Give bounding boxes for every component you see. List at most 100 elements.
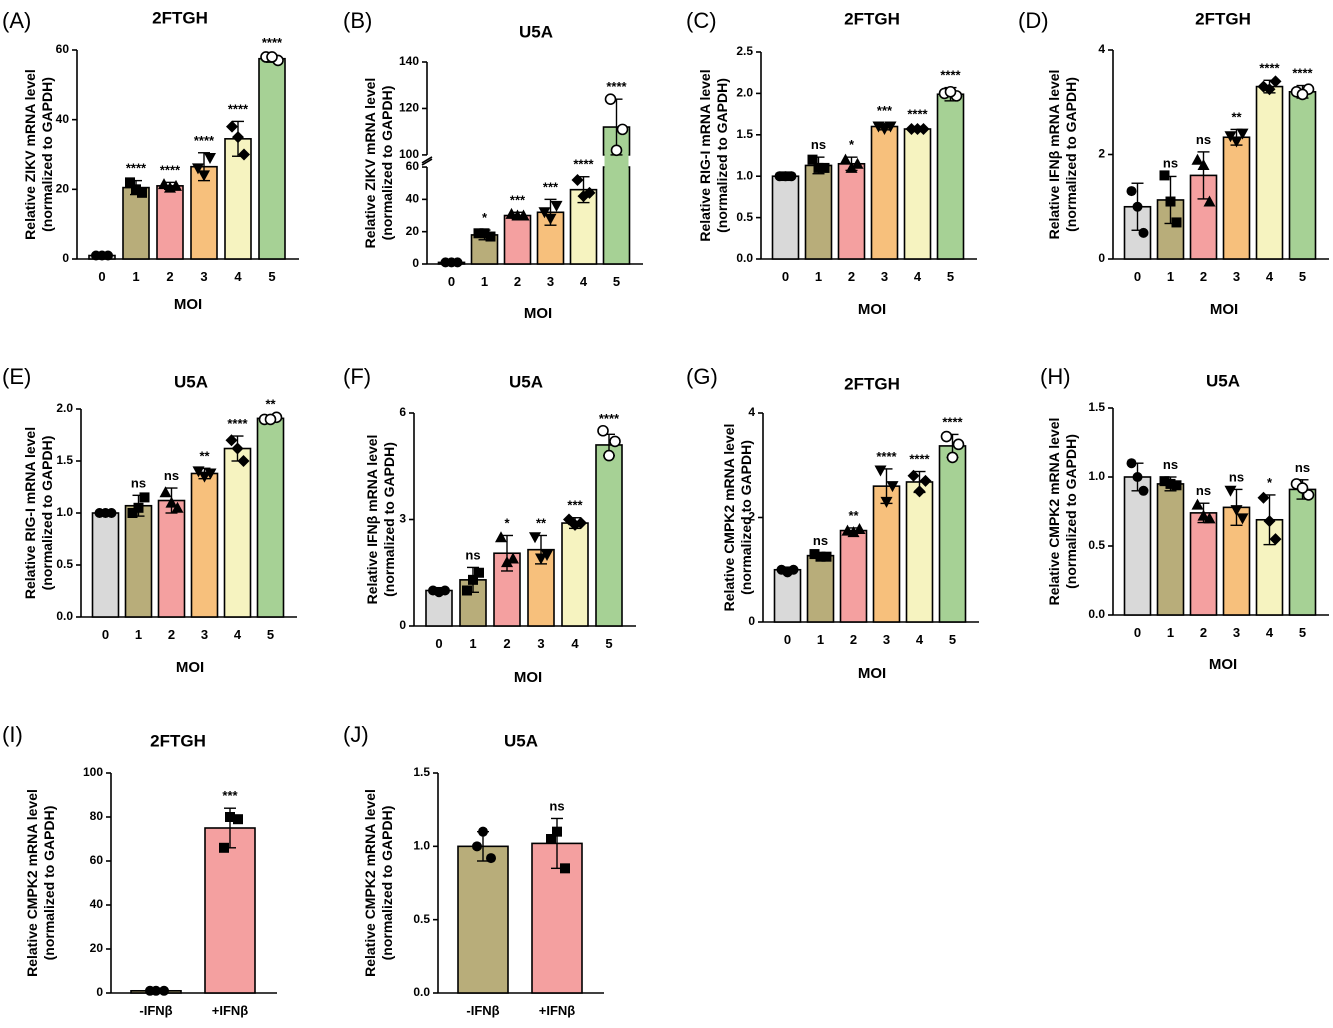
panel-label: (G) <box>686 364 718 389</box>
data-point <box>813 162 824 173</box>
significance-label: **** <box>227 416 248 431</box>
x-tick-label: 1 <box>135 627 142 642</box>
data-point <box>125 177 135 188</box>
significance-label: ns <box>813 533 828 548</box>
data-point <box>1197 158 1210 170</box>
data-point <box>1138 485 1149 496</box>
x-tick-label: 2 <box>1200 625 1207 640</box>
x-tick-label: +IFNβ <box>539 1003 576 1018</box>
y-axis-label: Relative ZIKV mRNA level(normalized to G… <box>22 69 55 240</box>
x-tick-label: +IFNβ <box>212 1003 249 1018</box>
chart-panel-j: (J) U5A Relative CMPK2 mRNA level(normaliz… <box>343 722 604 1018</box>
x-tick-label: 4 <box>916 632 924 647</box>
data-point <box>1224 485 1237 497</box>
data-point <box>495 531 507 543</box>
significance-label: * <box>504 515 510 530</box>
data-point <box>544 213 557 225</box>
y-axis-label-line: (normalized to GAPDH) <box>381 442 397 597</box>
y-axis-label: Relative RIG-I mRNA level(normalized to … <box>22 427 55 599</box>
y-tick-label: 0.0 <box>1088 607 1105 621</box>
x-tick-label: 0 <box>1134 625 1141 640</box>
y-axis-label-line: (normalized to GAPDH) <box>738 440 754 595</box>
bar <box>773 568 802 623</box>
y-tick-label: 20 <box>90 941 104 955</box>
bar <box>905 481 934 623</box>
y-tick-label: 100 <box>399 147 419 161</box>
x-tick-label: 0 <box>102 627 109 642</box>
significance-label: * <box>482 210 488 225</box>
y-axis-label-line: Relative IFNβ mRNA level <box>1046 70 1062 240</box>
data-point <box>538 207 551 219</box>
y-tick-label: 1.0 <box>413 839 430 853</box>
y-tick-label: 2 <box>1098 147 1105 161</box>
data-point <box>603 449 615 462</box>
y-axis-label-line: (normalized to GAPDH) <box>1063 77 1079 232</box>
data-point <box>1296 88 1309 101</box>
bar <box>1189 512 1218 616</box>
bar <box>156 185 184 260</box>
y-tick-label: 60 <box>406 159 420 173</box>
data-point <box>821 551 832 562</box>
data-point <box>610 144 623 157</box>
y-tick-label: 2.0 <box>56 401 73 415</box>
x-tick-label: 2 <box>168 627 175 642</box>
y-axis-label: Relative ZIKV mRNA level(normalized to G… <box>362 78 395 249</box>
data-point <box>468 574 478 585</box>
panel-label: (H) <box>1040 364 1071 389</box>
significance-label: ns <box>1196 132 1211 147</box>
x-tick-label: 2 <box>1200 269 1207 284</box>
y-tick-label: 0 <box>1098 251 1105 265</box>
data-point <box>874 465 887 477</box>
bar <box>256 417 285 618</box>
data-point <box>226 120 238 133</box>
x-tick-label: 4 <box>234 627 242 642</box>
data-point <box>473 228 484 239</box>
data-point <box>1159 170 1170 181</box>
y-axis-label-line: (normalized to GAPDH) <box>39 436 55 591</box>
chart-title: 2FTGH <box>152 8 208 27</box>
data-point <box>1263 83 1276 96</box>
data-point <box>597 424 609 437</box>
significance-label: ns <box>1295 460 1310 475</box>
data-point <box>907 469 920 482</box>
significance-label: **** <box>262 35 283 50</box>
y-tick-label: 1.5 <box>736 127 753 141</box>
x-tick-label: 1 <box>1167 625 1174 640</box>
data-point <box>878 124 891 136</box>
data-point <box>541 550 553 561</box>
y-axis-label-line: Relative CMPK2 mRNA level <box>362 789 378 977</box>
x-axis-label: MOI <box>1209 656 1237 673</box>
data-point <box>1269 533 1282 546</box>
x-tick-label: -IFNβ <box>466 1003 499 1018</box>
bar <box>190 165 218 260</box>
x-tick-label: 0 <box>1134 269 1141 284</box>
data-point <box>1203 512 1216 524</box>
x-tick-label: 5 <box>267 627 274 642</box>
panel-label: (D) <box>1018 8 1049 33</box>
data-point <box>535 553 547 565</box>
data-point <box>204 152 216 164</box>
x-tick-label: -IFNβ <box>139 1003 172 1018</box>
x-tick-label: 3 <box>200 269 207 284</box>
significance-label: *** <box>877 103 893 118</box>
data-point <box>198 170 210 182</box>
x-tick-label: 1 <box>481 274 488 289</box>
y-tick-label: 2.0 <box>736 86 753 100</box>
y-tick-label: 0 <box>96 985 103 999</box>
data-point <box>1197 509 1210 521</box>
chart-title: U5A <box>504 731 538 750</box>
bar <box>190 472 219 618</box>
data-point <box>839 153 852 165</box>
y-tick-label: 1.0 <box>736 168 753 182</box>
data-point <box>550 200 563 212</box>
x-tick-label: 5 <box>613 274 620 289</box>
data-point <box>479 228 490 239</box>
significance-label: **** <box>909 452 930 467</box>
panel-label: (B) <box>343 8 372 33</box>
y-tick-label: 0 <box>412 256 419 270</box>
y-tick-label: 120 <box>399 101 419 115</box>
panel-label: (F) <box>343 364 371 389</box>
bar <box>122 186 150 260</box>
data-point <box>604 93 617 105</box>
